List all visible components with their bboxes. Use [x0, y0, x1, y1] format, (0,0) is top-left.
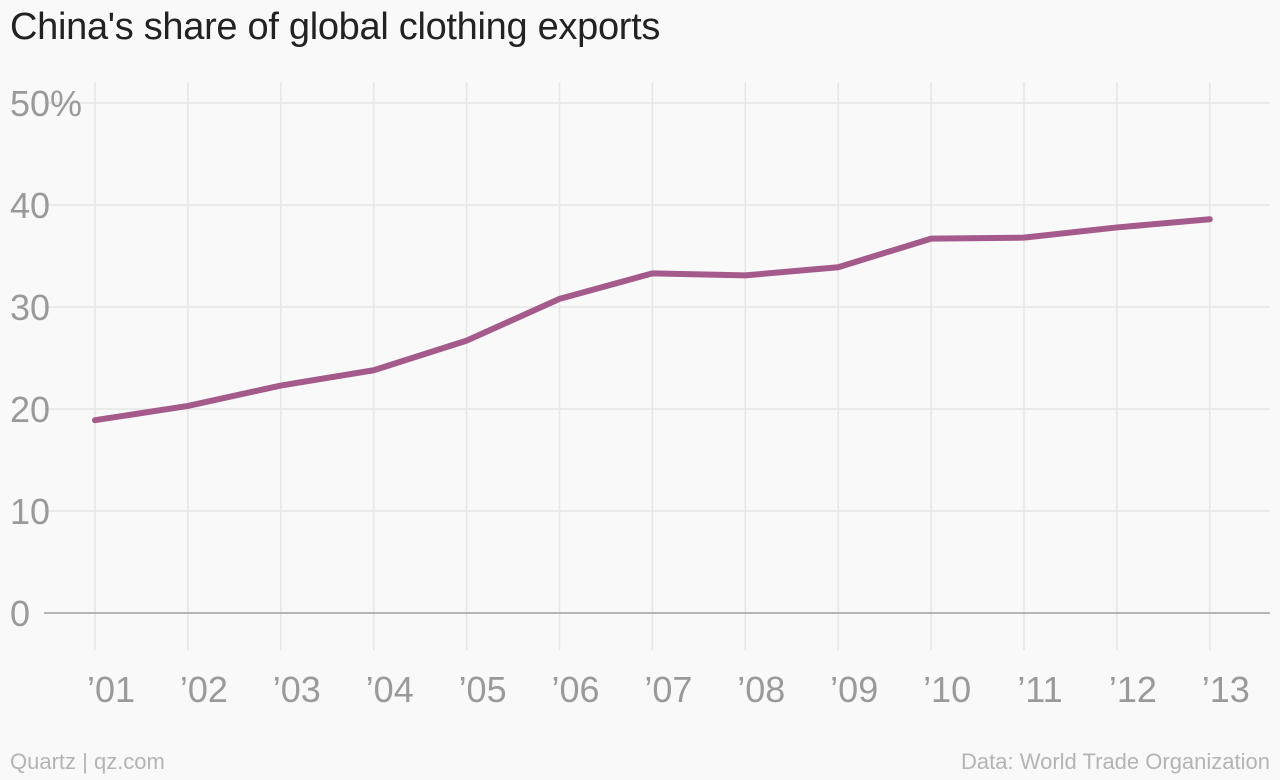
gridlines [44, 82, 1270, 650]
x-tick-label: ’01 [87, 669, 135, 710]
x-tick-label: ’02 [180, 669, 228, 710]
x-tick-label: ’13 [1202, 669, 1250, 710]
x-tick-label: ’09 [830, 669, 878, 710]
x-tick-label: ’03 [273, 669, 321, 710]
x-tick-label: ’08 [737, 669, 785, 710]
x-tick-label: ’10 [923, 669, 971, 710]
x-tick-label: ’07 [644, 669, 692, 710]
data-source: Data: World Trade Organization [961, 749, 1270, 774]
y-tick-label: 0 [10, 593, 30, 634]
tick-labels: 0 10 20 30 40 50% ’01 ’02 ’03 ’04 ’05 ’06 ’07 ’08 ’09 ’… [10, 83, 1250, 710]
x-tick-label: ’05 [459, 669, 507, 710]
y-tick-label: 50% [10, 83, 82, 124]
x-tick-label: ’11 [1017, 669, 1062, 710]
y-tick-label: 40 [10, 185, 50, 226]
series-line [92, 216, 1213, 424]
x-tick-label: ’06 [551, 669, 599, 710]
x-tick-label: ’12 [1109, 669, 1157, 710]
source-credit: Quartz | qz.com [10, 749, 165, 774]
y-tick-label: 30 [10, 287, 50, 328]
y-tick-label: 20 [10, 389, 50, 430]
chart-title: China's share of global clothing exports [10, 6, 661, 48]
y-tick-label: 10 [10, 491, 50, 532]
series-layer [92, 216, 1213, 424]
x-tick-label: ’04 [366, 669, 414, 710]
